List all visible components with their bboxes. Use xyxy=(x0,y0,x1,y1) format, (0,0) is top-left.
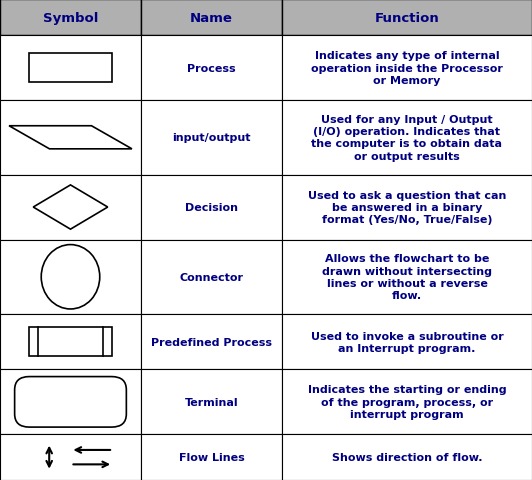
Bar xyxy=(282,370,532,434)
Bar xyxy=(141,314,282,370)
Polygon shape xyxy=(9,127,132,150)
Bar xyxy=(141,36,282,101)
Text: Indicates any type of internal
operation inside the Processor
or Memory: Indicates any type of internal operation… xyxy=(311,51,503,86)
Text: input/output: input/output xyxy=(172,133,251,143)
Bar xyxy=(282,0,532,36)
Bar xyxy=(141,101,282,175)
Bar xyxy=(282,36,532,101)
Text: Name: Name xyxy=(190,12,233,24)
Text: Connector: Connector xyxy=(179,272,244,282)
Bar xyxy=(0,101,141,175)
Text: Shows direction of flow.: Shows direction of flow. xyxy=(332,452,482,462)
Bar xyxy=(282,240,532,314)
Bar xyxy=(282,434,532,480)
Bar xyxy=(29,328,112,356)
Text: Function: Function xyxy=(375,12,439,24)
Bar xyxy=(0,36,141,101)
Text: Terminal: Terminal xyxy=(185,397,238,407)
Bar xyxy=(0,0,141,36)
Bar xyxy=(141,175,282,240)
Polygon shape xyxy=(33,185,107,230)
Text: Flow Lines: Flow Lines xyxy=(179,452,244,462)
FancyBboxPatch shape xyxy=(15,377,127,427)
Text: Indicates the starting or ending
of the program, process, or
interrupt program: Indicates the starting or ending of the … xyxy=(307,384,506,420)
Bar xyxy=(29,54,112,83)
Text: Predefined Process: Predefined Process xyxy=(151,337,272,347)
Bar xyxy=(0,314,141,370)
Text: Used for any Input / Output
(I/O) operation. Indicates that
the computer is to o: Used for any Input / Output (I/O) operat… xyxy=(311,114,503,162)
Bar xyxy=(0,370,141,434)
Text: Process: Process xyxy=(187,63,236,73)
Text: Used to invoke a subroutine or
an Interrupt program.: Used to invoke a subroutine or an Interr… xyxy=(311,331,503,353)
Bar xyxy=(282,175,532,240)
Text: Decision: Decision xyxy=(185,203,238,213)
Ellipse shape xyxy=(41,245,100,309)
Bar xyxy=(0,175,141,240)
Bar xyxy=(0,434,141,480)
Bar xyxy=(282,314,532,370)
Bar xyxy=(141,434,282,480)
Text: Allows the flowchart to be
drawn without intersecting
lines or without a reverse: Allows the flowchart to be drawn without… xyxy=(322,253,492,301)
Bar xyxy=(0,240,141,314)
Bar xyxy=(141,370,282,434)
Text: Used to ask a question that can
be answered in a binary
format (Yes/No, True/Fal: Used to ask a question that can be answe… xyxy=(308,190,506,225)
Bar xyxy=(141,240,282,314)
Bar xyxy=(141,0,282,36)
Bar xyxy=(282,101,532,175)
Text: Symbol: Symbol xyxy=(43,12,98,24)
